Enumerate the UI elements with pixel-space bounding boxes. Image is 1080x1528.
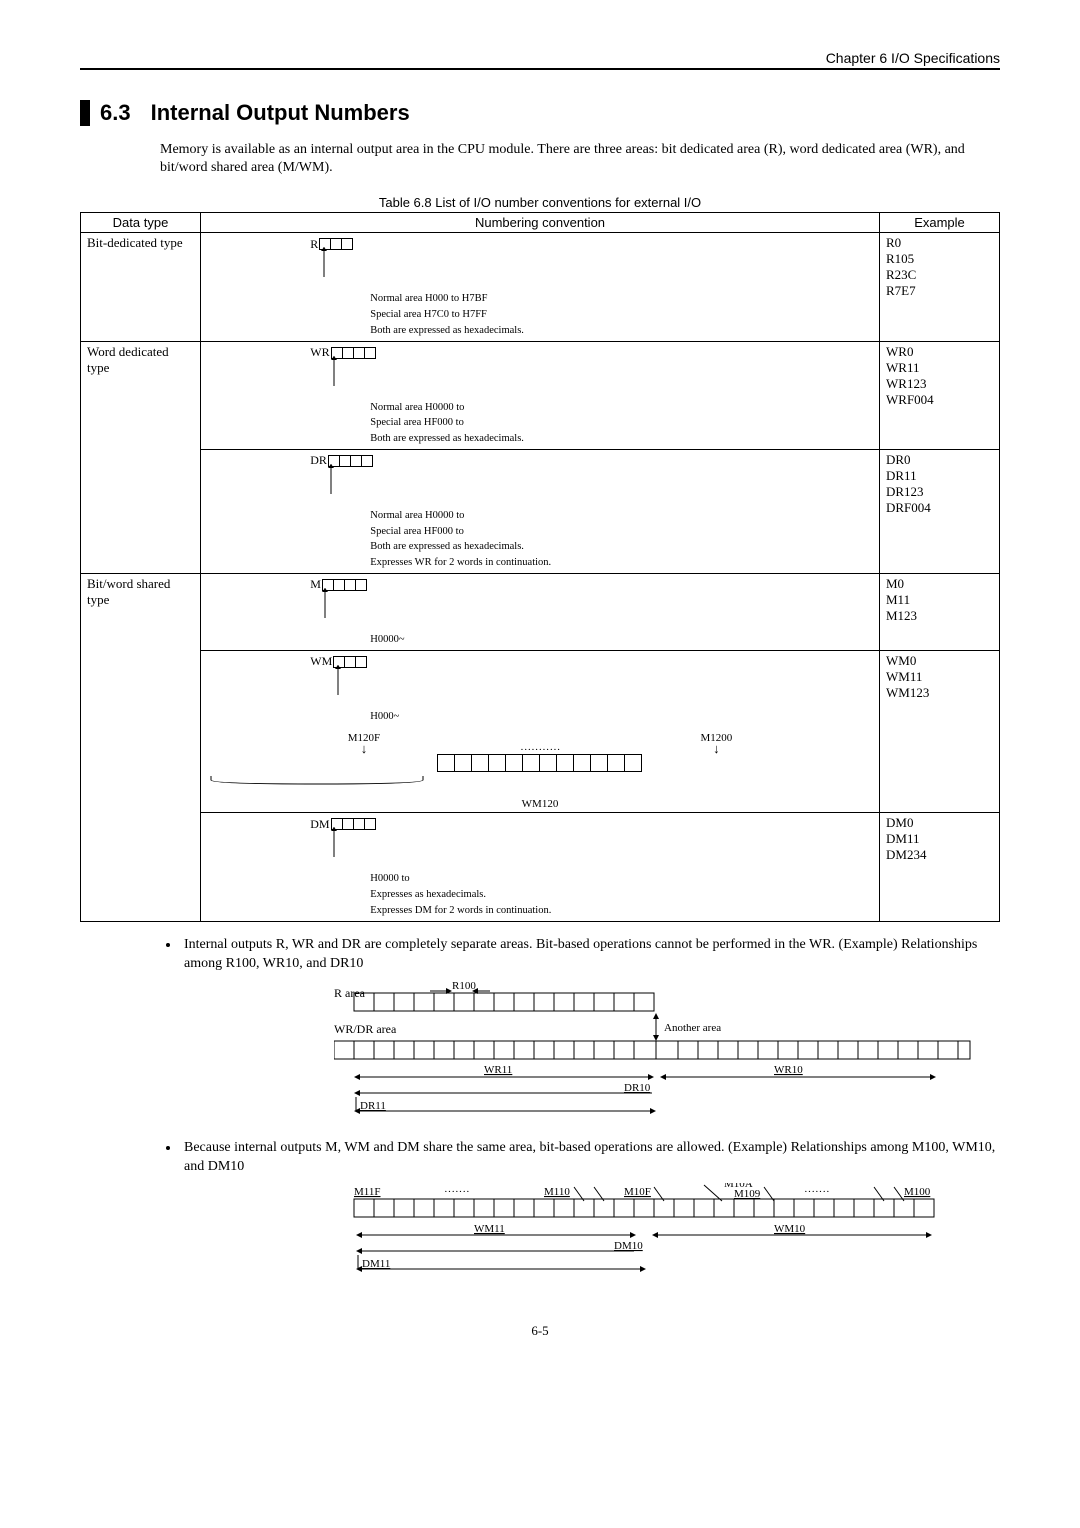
- note-text: Internal outputs R, WR and DR are comple…: [184, 937, 977, 971]
- datatype-cell: Word dedicated type: [81, 341, 201, 573]
- example-cell: DM0DM11DM234: [880, 813, 1000, 921]
- datatype-cell: Bit/word shared type: [81, 573, 201, 921]
- rwr-svg: R area R100 WR/DR area Another area: [334, 979, 974, 1129]
- m109-label: M109: [734, 1188, 761, 1200]
- wm11-label: WM11: [474, 1223, 505, 1235]
- convention-cell: WR Normal area H0000 toSpecial area HF00…: [201, 341, 880, 449]
- notes-list: Internal outputs R, WR and DR are comple…: [180, 936, 1000, 1294]
- convention-cell: DM H0000 toExpresses as hexadecimals.Exp…: [201, 813, 880, 921]
- convention-cell: R Normal area H000 to H7BFSpecial area H…: [201, 233, 880, 341]
- dr10-label: DR10: [624, 1082, 651, 1094]
- note-item: Because internal outputs M, WM and DM sh…: [180, 1139, 1000, 1293]
- rwr-diagram: R area R100 WR/DR area Another area: [334, 979, 1000, 1129]
- wm10-label: WM10: [774, 1223, 806, 1235]
- svg-text:·······: ·······: [804, 1186, 830, 1198]
- r100-label: R100: [452, 980, 476, 992]
- convention-cell: M H0000~: [201, 573, 880, 650]
- svg-text:·······: ·······: [444, 1186, 470, 1198]
- mwm-diagram: M11F ······· M110 M10F M10A M109 ·······…: [334, 1183, 1000, 1293]
- intro-paragraph: Memory is available as an internal outpu…: [160, 141, 1000, 177]
- header-datatype: Data type: [81, 213, 201, 233]
- header-example: Example: [880, 213, 1000, 233]
- chapter-header: Chapter 6 I/O Specifications: [80, 50, 1000, 70]
- wrdr-area-label: WR/DR area: [334, 1022, 397, 1036]
- convention-cell: DR Normal area H0000 toSpecial area HF00…: [201, 449, 880, 573]
- example-cell: M0M11M123: [880, 573, 1000, 650]
- m100-label: M100: [904, 1186, 931, 1198]
- example-cell: WR0WR11WR123WRF004: [880, 341, 1000, 449]
- convention-cell: WM H000~ M120F↓···········M1200↓ WM120: [201, 650, 880, 813]
- note-text: Because internal outputs M, WM and DM sh…: [184, 1140, 995, 1174]
- section-heading: 6.3 Internal Output Numbers: [80, 100, 1000, 126]
- dm10-label: DM10: [614, 1240, 643, 1252]
- mwm-svg: M11F ······· M110 M10F M10A M109 ·······…: [334, 1183, 974, 1293]
- io-conventions-table: Data type Numbering convention Example B…: [80, 212, 1000, 921]
- note-item: Internal outputs R, WR and DR are comple…: [180, 936, 1000, 1130]
- m10f-label: M10F: [624, 1186, 651, 1198]
- m110-label: M110: [544, 1186, 570, 1198]
- example-cell: WM0WM11WM123: [880, 650, 1000, 813]
- dr11-label: DR11: [360, 1100, 386, 1112]
- r-ticks: [354, 993, 654, 1011]
- section-title: Internal Output Numbers: [151, 100, 410, 125]
- table-caption: Table 6.8 List of I/O number conventions…: [80, 195, 1000, 210]
- wr11-label: WR11: [484, 1064, 512, 1076]
- dm11-label: DM11: [362, 1258, 390, 1270]
- section-number: 6.3: [100, 100, 131, 125]
- m11f-label: M11F: [354, 1186, 381, 1198]
- example-cell: R0R105R23CR7E7: [880, 233, 1000, 341]
- datatype-cell: Bit-dedicated type: [81, 233, 201, 341]
- example-cell: DR0DR11DR123DRF004: [880, 449, 1000, 573]
- header-convention: Numbering convention: [201, 213, 880, 233]
- another-area-label: Another area: [664, 1022, 721, 1034]
- wr10-label: WR10: [774, 1064, 803, 1076]
- page-number: 6-5: [80, 1323, 1000, 1339]
